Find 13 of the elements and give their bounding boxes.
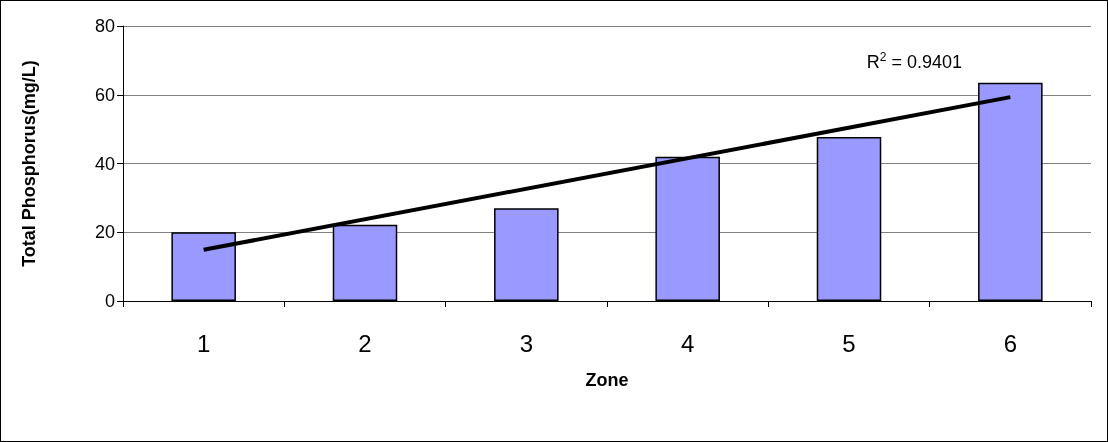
- x-tick-label: 2: [358, 329, 372, 357]
- y-tick-label: 0: [104, 291, 115, 311]
- y-tick-label: 40: [94, 153, 115, 174]
- x-axis-title: Zone: [585, 370, 629, 390]
- x-tick-label: 4: [680, 329, 695, 357]
- x-tick-label: 6: [1003, 329, 1018, 357]
- x-tick-label: 3: [519, 329, 534, 357]
- x-tick-label: 5: [842, 329, 856, 357]
- y-axis-title: Total Phosphorus(mg/L): [19, 60, 39, 267]
- x-tick-label: 1: [196, 329, 211, 357]
- y-tick-label: 20: [94, 222, 115, 243]
- y-tick-label: 60: [94, 84, 115, 105]
- y-tick-label: 80: [94, 16, 115, 36]
